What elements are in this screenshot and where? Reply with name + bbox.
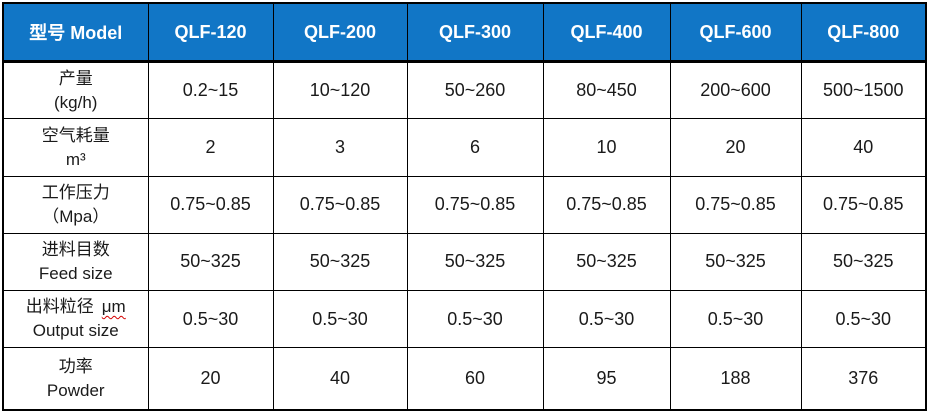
table-row-power: 功率 Powder 20 40 60 95 188 376 bbox=[2, 347, 927, 411]
table-row-air-consumption: 空气耗量 m³ 2 3 6 10 20 40 bbox=[2, 118, 927, 177]
table-row-working-pressure: 工作压力 （Mpa） 0.75~0.85 0.75~0.85 0.75~0.85… bbox=[2, 175, 927, 234]
row-label-line1: 产量 bbox=[58, 68, 93, 88]
row-label-line1: 工作压力 bbox=[41, 182, 110, 202]
row-label-power: 功率 Powder bbox=[2, 347, 149, 411]
col-header-qlf-200: QLF-200 bbox=[272, 2, 408, 64]
col-header-qlf-400: QLF-400 bbox=[542, 2, 671, 64]
cell-pressure-qlf-300: 0.75~0.85 bbox=[406, 175, 544, 234]
row-label-line2: m³ bbox=[65, 149, 86, 169]
cell-capacity-qlf-300: 50~260 bbox=[406, 61, 544, 120]
col-header-qlf-120: QLF-120 bbox=[147, 2, 274, 64]
row-label-unit-micron: μm bbox=[101, 297, 126, 317]
row-label-line2: （Mpa） bbox=[42, 206, 110, 226]
row-label-capacity: 产量 (kg/h) bbox=[2, 61, 149, 120]
cell-power-qlf-120: 20 bbox=[147, 347, 274, 411]
row-label-line1: 功率 bbox=[58, 356, 93, 376]
col-header-qlf-800: QLF-800 bbox=[800, 2, 927, 64]
table-row-feed-size: 进料目数 Feed size 50~325 50~325 50~325 50~3… bbox=[2, 232, 927, 292]
cell-pressure-qlf-200: 0.75~0.85 bbox=[272, 175, 408, 234]
row-label-text: 出料粒径 bbox=[25, 297, 94, 317]
cell-feed-qlf-120: 50~325 bbox=[147, 232, 274, 292]
cell-output-qlf-120: 0.5~30 bbox=[147, 290, 274, 349]
row-label-line2: Feed size bbox=[38, 263, 113, 283]
row-label-line1: 出料粒径 μm bbox=[4, 295, 148, 319]
cell-air-qlf-800: 40 bbox=[800, 118, 927, 177]
cell-output-qlf-200: 0.5~30 bbox=[272, 290, 408, 349]
col-header-qlf-600: QLF-600 bbox=[669, 2, 802, 64]
row-label-line2: Output size bbox=[32, 321, 119, 341]
col-header-qlf-300: QLF-300 bbox=[406, 2, 544, 64]
cell-power-qlf-200: 40 bbox=[272, 347, 408, 411]
cell-output-qlf-400: 0.5~30 bbox=[542, 290, 671, 349]
row-label-line1: 进料目数 bbox=[41, 239, 110, 259]
cell-pressure-qlf-400: 0.75~0.85 bbox=[542, 175, 671, 234]
cell-pressure-qlf-600: 0.75~0.85 bbox=[669, 175, 802, 234]
cell-output-qlf-800: 0.5~30 bbox=[800, 290, 927, 349]
cell-air-qlf-120: 2 bbox=[147, 118, 274, 177]
cell-pressure-qlf-800: 0.75~0.85 bbox=[800, 175, 927, 234]
row-label-line1: 空气耗量 bbox=[41, 125, 110, 145]
cell-output-qlf-600: 0.5~30 bbox=[669, 290, 802, 349]
cell-pressure-qlf-120: 0.75~0.85 bbox=[147, 175, 274, 234]
cell-capacity-qlf-200: 10~120 bbox=[272, 61, 408, 120]
row-label-working-pressure: 工作压力 （Mpa） bbox=[2, 175, 149, 234]
cell-feed-qlf-800: 50~325 bbox=[800, 232, 927, 292]
table-header-row: 型号 Model QLF-120 QLF-200 QLF-300 QLF-400… bbox=[2, 2, 927, 64]
row-label-output-size: 出料粒径 μm Output size bbox=[2, 290, 149, 349]
cell-air-qlf-600: 20 bbox=[669, 118, 802, 177]
cell-feed-qlf-300: 50~325 bbox=[406, 232, 544, 292]
cell-feed-qlf-400: 50~325 bbox=[542, 232, 671, 292]
cell-power-qlf-800: 376 bbox=[800, 347, 927, 411]
cell-power-qlf-300: 60 bbox=[406, 347, 544, 411]
row-label-feed-size: 进料目数 Feed size bbox=[2, 232, 149, 292]
cell-capacity-qlf-120: 0.2~15 bbox=[147, 61, 274, 120]
table-row-capacity: 产量 (kg/h) 0.2~15 10~120 50~260 80~450 20… bbox=[2, 61, 927, 120]
row-label-line2: Powder bbox=[46, 380, 105, 400]
table-row-output-size: 出料粒径 μm Output size 0.5~30 0.5~30 0.5~30 … bbox=[2, 290, 927, 349]
cell-power-qlf-600: 188 bbox=[669, 347, 802, 411]
cell-capacity-qlf-400: 80~450 bbox=[542, 61, 671, 120]
cell-air-qlf-400: 10 bbox=[542, 118, 671, 177]
row-label-line2: (kg/h) bbox=[54, 92, 98, 112]
cell-output-qlf-300: 0.5~30 bbox=[406, 290, 544, 349]
cell-power-qlf-400: 95 bbox=[542, 347, 671, 411]
row-label-air-consumption: 空气耗量 m³ bbox=[2, 118, 149, 177]
cell-air-qlf-300: 6 bbox=[406, 118, 544, 177]
cell-capacity-qlf-800: 500~1500 bbox=[800, 61, 927, 120]
cell-capacity-qlf-600: 200~600 bbox=[669, 61, 802, 120]
col-header-model: 型号 Model bbox=[2, 2, 149, 64]
cell-feed-qlf-200: 50~325 bbox=[272, 232, 408, 292]
cell-air-qlf-200: 3 bbox=[272, 118, 408, 177]
cell-feed-qlf-600: 50~325 bbox=[669, 232, 802, 292]
